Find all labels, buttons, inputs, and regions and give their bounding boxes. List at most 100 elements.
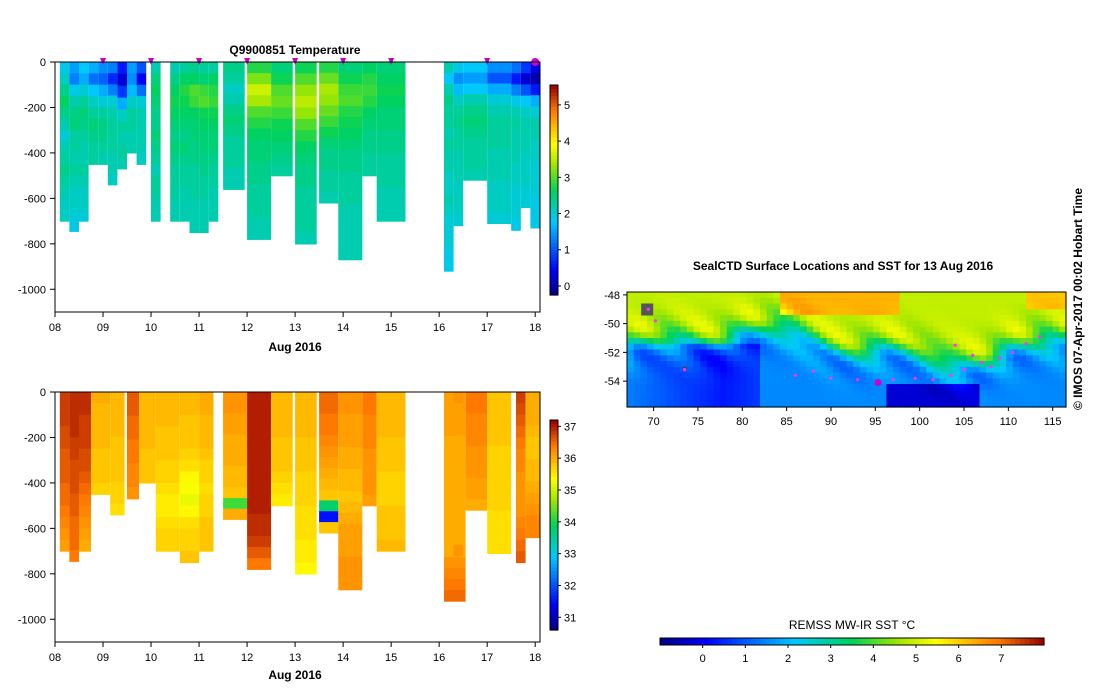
sst-cell: [939, 378, 947, 385]
sst-cell: [746, 303, 754, 310]
sst-cell: [713, 303, 721, 310]
profile-cell: [525, 392, 540, 404]
sst-cell: [919, 366, 927, 374]
sst-cell: [979, 372, 987, 379]
sst-cell: [753, 378, 761, 385]
sst-cell: [926, 384, 934, 391]
sst-cell: [760, 326, 768, 333]
sst-cell: [740, 401, 748, 408]
sst-cell: [999, 326, 1007, 333]
sst-cell: [666, 297, 675, 305]
profile-cell: [127, 73, 137, 86]
sst-cell: [899, 315, 907, 322]
sst-cell: [952, 361, 961, 368]
sst-cell: [826, 320, 834, 328]
sst-cell: [753, 401, 761, 408]
sst-cell: [740, 361, 748, 368]
colorbar-tick-label: 32: [564, 580, 576, 592]
sst-cell: [966, 378, 974, 385]
sst-cell: [866, 384, 874, 391]
sst-cell: [686, 349, 695, 356]
sst-cell: [826, 338, 834, 345]
sst-cell: [853, 309, 861, 316]
profile-cell: [520, 185, 531, 197]
sst-cell: [640, 355, 648, 362]
profile-cell: [453, 203, 464, 216]
sst-cell: [673, 297, 681, 305]
profile-cell: [155, 426, 180, 439]
colorbar-segment: [550, 88, 558, 93]
map-x-tick-label: 100: [910, 416, 928, 428]
sst-cell: [853, 361, 861, 368]
sst-cell: [653, 378, 661, 385]
profile-cell: [155, 539, 180, 552]
sst-cell: [999, 384, 1007, 391]
sst-cell: [640, 315, 648, 322]
profile-cell: [170, 175, 180, 188]
sst-colorbar-segment: [808, 638, 815, 645]
x-tick-label: 09: [97, 322, 109, 334]
profile-cell: [444, 128, 454, 140]
sst-cell: [793, 389, 801, 397]
sst-cell: [799, 378, 808, 385]
profile-cell: [127, 118, 137, 131]
sst-cell: [1046, 361, 1054, 368]
sst-cell: [706, 401, 715, 408]
profile-cell: [362, 73, 377, 86]
profile-cell: [69, 174, 79, 187]
sst-cell: [799, 343, 808, 351]
sst-cell: [873, 338, 881, 345]
sst-cell: [653, 315, 661, 322]
profile-cell: [199, 221, 209, 234]
profile-cell: [453, 392, 464, 404]
sst-cell: [660, 292, 668, 299]
sst-cell: [959, 303, 967, 310]
sst-cell: [1059, 378, 1067, 385]
temperature-plot-frame: [54, 61, 541, 313]
profile-cell: [295, 460, 317, 473]
sst-cell: [879, 401, 888, 408]
profile-cell: [91, 460, 111, 473]
sst-cell: [693, 320, 701, 328]
profile-cell: [59, 187, 70, 199]
sst-cell: [806, 401, 814, 408]
sst-cell: [753, 297, 761, 305]
profile-cell: [179, 517, 200, 529]
profile-cell: [516, 403, 526, 416]
profile-cell: [179, 437, 200, 450]
sst-cell: [906, 303, 914, 310]
sst-cell: [813, 372, 821, 379]
sst-cell: [806, 355, 814, 362]
sst-cell: [666, 320, 675, 328]
sst-cell: [1012, 315, 1021, 322]
profile-cell: [453, 512, 464, 524]
sst-cell: [706, 320, 715, 328]
sst-cell: [833, 384, 841, 391]
sst-cell: [979, 361, 987, 368]
sst-cell: [833, 372, 841, 379]
colorbar-segment: [550, 186, 558, 191]
profile-cell: [179, 152, 190, 165]
sst-cell: [839, 332, 848, 339]
sst-cell: [992, 378, 1001, 385]
profile-cell: [223, 157, 245, 169]
profile-cell: [487, 488, 512, 501]
profile-cell: [189, 209, 200, 222]
sst-cell: [673, 389, 681, 397]
profile-cell: [376, 175, 406, 188]
sst-cell: [846, 309, 854, 316]
profile-cell: [199, 437, 214, 450]
sst-cell: [733, 395, 741, 402]
sst-cell: [899, 309, 907, 316]
profile-cell: [139, 460, 156, 473]
sst-cell: [720, 309, 728, 316]
sst-colorbar-segment: [976, 638, 983, 645]
profile-cell: [525, 492, 540, 505]
sst-cell: [1019, 309, 1027, 316]
sst-colorbar-segment: [804, 638, 810, 645]
sst-cell: [833, 297, 841, 305]
profile-cell: [117, 156, 127, 170]
colorbar-segment: [550, 581, 558, 586]
sst-cell: [819, 303, 828, 310]
profile-cell: [319, 446, 339, 458]
